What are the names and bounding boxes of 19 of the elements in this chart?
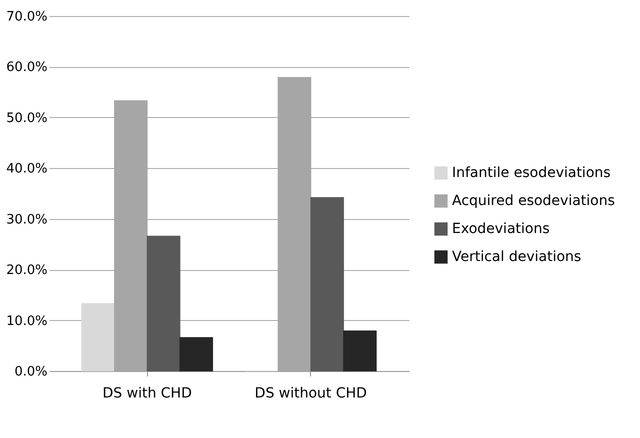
y-tick-label: 20.0% [6,263,48,278]
legend-label: Vertical deviations [452,249,582,265]
y-tick-label: 30.0% [6,212,48,228]
bar [146,236,180,372]
y-tick-label: 70.0% [6,10,48,24]
y-tick-label: 50.0% [6,110,48,126]
legend-label: Exodeviations [452,221,550,237]
bar [81,303,115,372]
bar [310,197,344,372]
x-tick-label: DS with CHD [102,386,192,402]
y-tick-label: 10.0% [6,314,48,329]
bar [180,337,214,372]
x-tick-label: DS without CHD [254,386,367,402]
y-tick-label: 0.0% [14,364,48,380]
y-tick-label: 40.0% [6,162,48,177]
legend-label: Infantile esodeviations [452,165,611,181]
y-tick-label: 60.0% [6,60,48,76]
legend-label: Acquired esodeviations [452,193,615,209]
bar [343,330,377,372]
